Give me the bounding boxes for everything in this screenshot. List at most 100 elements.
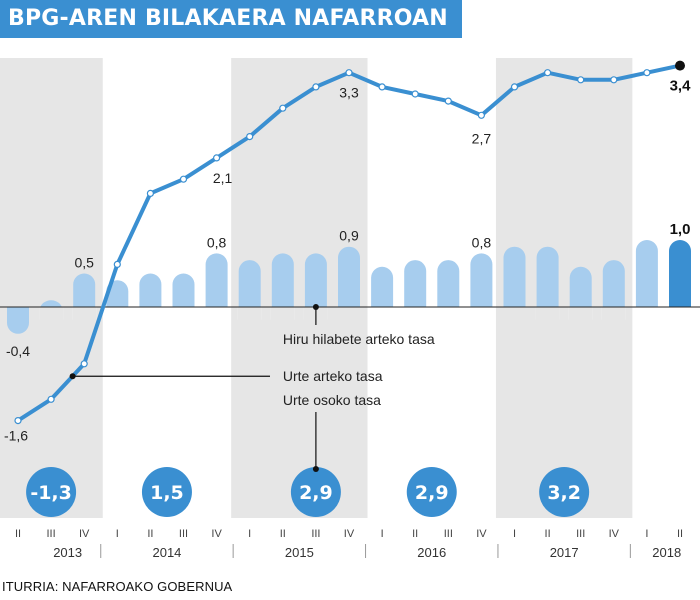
annual-rate-line	[14, 60, 685, 425]
year-label-2015: 2015	[285, 545, 314, 560]
legend-annual: Urte osoko tasa	[283, 392, 381, 408]
line-point-3	[113, 260, 121, 268]
bar-19	[635, 240, 658, 318]
shade-patch-1	[39, 307, 64, 320]
bar-11	[371, 266, 394, 318]
bar-label-10: 0,9	[339, 228, 359, 244]
bar-base-mask-3	[105, 307, 130, 320]
legend-yearly: Urte arteko tasa	[283, 368, 383, 384]
year-label-2013: 2013	[53, 545, 82, 560]
shade-patch-15	[502, 307, 527, 320]
bar-label-14: 0,8	[472, 234, 492, 250]
line-point-6	[213, 154, 221, 162]
line-point-19	[643, 69, 651, 77]
annual-circle-2013	[26, 467, 77, 517]
line-label-10: 3,3	[339, 85, 359, 101]
quarter-tick-5: III	[179, 528, 188, 540]
line-point-8	[279, 104, 287, 112]
quarter-tick-7: I	[248, 528, 251, 540]
annual-value-2015: 2,9	[299, 482, 333, 504]
bar-16	[536, 246, 559, 318]
line-label-6: 2,1	[213, 170, 233, 186]
annual-circle-2014	[141, 467, 192, 517]
line-point-2	[80, 360, 88, 368]
line-label-20: 3,4	[670, 78, 692, 95]
bar-base-mask-6	[204, 307, 229, 320]
shade-patch-16	[535, 307, 560, 320]
quarter-tick-10: IV	[344, 528, 355, 540]
annual-value-2016: 2,9	[415, 482, 449, 504]
quarter-tick-13: III	[444, 528, 453, 540]
legend-annotations: Hiru hilabete arteko tasa Urte arteko tas…	[69, 304, 435, 470]
quarter-tick-17: III	[576, 528, 585, 540]
bar-14	[470, 253, 493, 318]
quarter-tick-0: II	[15, 528, 21, 540]
chart-title: BPG-AREN BILAKAERA NAFARROAN	[0, 0, 462, 38]
bar-label-2: 0,5	[74, 255, 94, 271]
line-point-11	[378, 83, 386, 91]
year-label-2017: 2017	[550, 545, 579, 560]
bar-base-mask-12	[403, 307, 428, 320]
line-point-16	[543, 69, 552, 77]
line-point-20	[675, 60, 685, 71]
quarter-tick-9: III	[311, 528, 320, 540]
line-point-15	[510, 83, 519, 91]
line-label-0: -1,6	[4, 428, 28, 444]
line-point-7	[246, 133, 254, 141]
bar-13	[437, 260, 460, 318]
bar-18	[602, 260, 625, 318]
annual-circle-2015	[290, 467, 341, 517]
year-label-2014: 2014	[152, 545, 181, 560]
bar-callout-dot	[312, 304, 319, 310]
quarter-tick-1: III	[47, 528, 56, 540]
bar-base-mask-5	[171, 307, 196, 320]
bar-7	[238, 260, 261, 318]
annual-value-2013: -1,3	[30, 482, 72, 504]
line-point-4	[146, 189, 154, 197]
bar-base-mask-20	[668, 307, 692, 320]
quarter-tick-12: II	[412, 528, 418, 540]
annual-circle-2017	[539, 467, 590, 517]
bar-base-mask-4	[138, 307, 163, 320]
quarter-tick-15: I	[513, 528, 516, 540]
annual-circle-2016	[406, 467, 457, 517]
line-point-13	[444, 97, 452, 105]
bar-top-0	[7, 307, 29, 318]
bar-17	[569, 266, 592, 318]
source-note: ITURRIA: NAFARROAKO GOBERNUA	[2, 579, 233, 594]
shade-patch-8	[270, 307, 295, 320]
line-point-5	[179, 175, 188, 183]
bar-base-mask-13	[436, 307, 461, 320]
bar-label-20: 1,0	[670, 221, 691, 238]
line-label-14: 2,7	[472, 130, 492, 146]
line-point-10	[345, 69, 353, 77]
quarter-tick-4: II	[147, 528, 153, 540]
quarter-tick-3: I	[116, 528, 119, 540]
quarter-tick-14: IV	[476, 528, 487, 540]
bar-6	[205, 253, 228, 318]
shade-patch-18	[601, 307, 626, 320]
quarter-tick-18: IV	[609, 528, 620, 540]
annual-value-2017: 3,2	[547, 482, 581, 504]
bar-8	[271, 253, 294, 318]
quarter-tick-8: II	[280, 528, 286, 540]
bar-20	[669, 240, 691, 318]
bar-10	[338, 246, 360, 318]
year-label-2018: 2018	[652, 545, 681, 560]
data-labels: -0,4 0,5 0,8 0,9 0,8 1,0 -1,6 2,1 3,3 2,7 3,4	[4, 78, 691, 444]
bar-base-mask-14	[469, 307, 494, 320]
bar-label-6: 0,8	[207, 234, 227, 250]
line-point-0	[14, 417, 22, 425]
shade-patch-17	[568, 307, 593, 320]
shade-patch-10	[337, 307, 361, 320]
quarter-tick-2: IV	[79, 528, 90, 540]
shade-patch-7	[237, 307, 262, 320]
line-point-1	[47, 395, 55, 403]
line-point-14	[477, 111, 485, 119]
bar-base-mask-11	[370, 307, 395, 320]
legend-quarterly: Hiru hilabete arteko tasa	[283, 331, 435, 347]
quarter-tick-11: I	[381, 528, 384, 540]
quarter-tick-16: II	[545, 528, 551, 540]
year-label-2016: 2016	[417, 545, 446, 560]
